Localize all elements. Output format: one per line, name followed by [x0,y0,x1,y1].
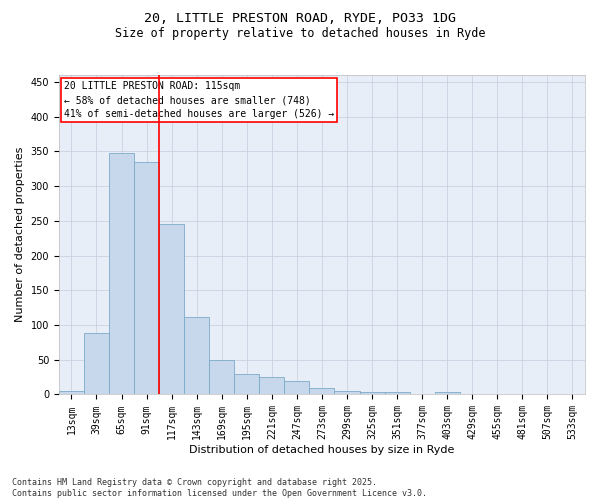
Bar [284,382,310,394]
Bar [109,153,134,394]
Bar [84,334,109,394]
Bar [310,388,334,394]
Bar [59,391,84,394]
Bar [234,374,259,394]
Text: Contains HM Land Registry data © Crown copyright and database right 2025.
Contai: Contains HM Land Registry data © Crown c… [12,478,427,498]
Bar [184,318,209,394]
Text: 20, LITTLE PRESTON ROAD, RYDE, PO33 1DG: 20, LITTLE PRESTON ROAD, RYDE, PO33 1DG [144,12,456,26]
Bar [385,392,410,394]
Bar [359,392,385,394]
X-axis label: Distribution of detached houses by size in Ryde: Distribution of detached houses by size … [189,445,455,455]
Bar [209,360,234,394]
Bar [434,392,460,394]
Text: Size of property relative to detached houses in Ryde: Size of property relative to detached ho… [115,28,485,40]
Bar [334,391,359,394]
Bar [259,377,284,394]
Y-axis label: Number of detached properties: Number of detached properties [15,147,25,322]
Text: 20 LITTLE PRESTON ROAD: 115sqm
← 58% of detached houses are smaller (748)
41% of: 20 LITTLE PRESTON ROAD: 115sqm ← 58% of … [64,82,334,120]
Bar [134,162,159,394]
Bar [159,224,184,394]
